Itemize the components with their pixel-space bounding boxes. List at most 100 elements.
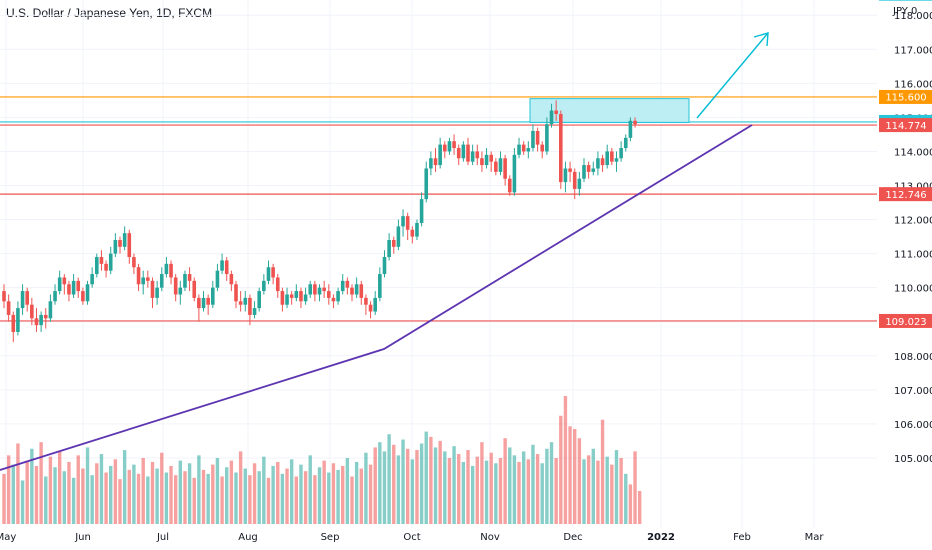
price-tick-label: 105.000: [894, 454, 932, 465]
price-tick-label: 118.000: [894, 11, 932, 22]
volume-bar: [197, 455, 201, 524]
volume-bar: [424, 431, 428, 524]
price-axis: JPY 0118.000117.000116.000115.000114.000…: [877, 0, 932, 550]
volume-bar: [25, 460, 29, 524]
candle-body: [67, 284, 71, 295]
time-tick-label: Mar: [805, 532, 825, 543]
time-tick-label: Oct: [403, 532, 420, 543]
candle-body: [452, 141, 456, 149]
volume-bar: [280, 473, 285, 524]
volume-bar: [568, 426, 572, 524]
candle-body: [81, 291, 85, 302]
volume-bar: [470, 465, 475, 524]
candle-body: [628, 120, 633, 138]
candle-body: [234, 284, 238, 302]
candle-body: [252, 308, 257, 315]
candle-body: [554, 110, 558, 114]
volume-bar: [81, 468, 85, 524]
candle-body: [62, 277, 67, 285]
candle-body: [211, 287, 215, 305]
volume-bar: [192, 477, 196, 524]
time-tick-label: Dec: [563, 532, 582, 543]
volume-bar: [141, 458, 145, 524]
candle-body: [531, 131, 535, 149]
volume-bar: [619, 458, 623, 524]
volume-bar: [549, 442, 554, 524]
candle-body: [25, 291, 29, 305]
volume-bar: [285, 468, 289, 524]
candle-body: [262, 280, 266, 292]
volume-bar: [419, 443, 424, 524]
price-tick-label: 113.000: [894, 182, 932, 193]
price-tick-label: 112.000: [894, 216, 932, 227]
candle-body: [373, 297, 377, 312]
volume-bar: [238, 451, 243, 524]
candle-body: [521, 144, 526, 152]
volume-bar: [475, 456, 479, 524]
volume-bar: [461, 461, 466, 524]
candle-body: [494, 161, 498, 172]
volume-bar: [559, 415, 563, 524]
price-tick-label: 114.000: [894, 147, 932, 158]
volume-bar: [113, 459, 118, 524]
candle-body: [271, 267, 275, 278]
volume-bar: [271, 465, 275, 524]
candle-body: [159, 274, 164, 288]
candle-body: [257, 291, 261, 309]
volume-bar: [512, 455, 517, 524]
volume-bar: [266, 477, 271, 524]
candle-body: [354, 284, 359, 295]
time-tick-label: Feb: [733, 532, 751, 543]
candle-body: [424, 168, 429, 200]
volume-bar: [34, 465, 39, 524]
time-tick-label: Aug: [238, 532, 258, 543]
volume-bar: [150, 461, 155, 524]
volume-bar: [633, 451, 637, 524]
volume-bar: [563, 395, 568, 524]
candle-body: [447, 141, 452, 152]
volume-bar: [582, 459, 586, 524]
candle-body: [623, 137, 628, 149]
time-tick-label: Sep: [321, 532, 340, 543]
candle-body: [336, 291, 340, 302]
horizontal-levels: [0, 96, 877, 322]
volume-bar: [382, 451, 387, 524]
candle-body: [572, 171, 577, 189]
projection-arrow: [696, 32, 769, 119]
candle-body: [577, 178, 582, 189]
volume-bar: [443, 451, 447, 524]
volume-bar: [354, 461, 359, 524]
volume-bar: [503, 438, 507, 524]
candle-body: [317, 287, 322, 295]
price-tick-label: 117.000: [894, 45, 932, 56]
candle-body: [90, 274, 94, 285]
price-level-badge: [879, 89, 932, 104]
candle-body: [364, 297, 368, 305]
volume-bar: [183, 471, 187, 524]
price-tick-label: 107.000: [894, 386, 932, 397]
volume-bar: [122, 450, 127, 524]
volume-bar: [586, 455, 591, 524]
volume-bar: [109, 465, 113, 524]
volume-bar: [39, 442, 43, 524]
volume-bar: [378, 442, 382, 524]
candle-body: [104, 263, 108, 271]
candle-body: [238, 301, 243, 305]
candle-body: [122, 233, 127, 247]
volume-bar: [327, 472, 331, 524]
candle-body: [169, 263, 173, 278]
candle-body: [396, 226, 401, 247]
volume-bar: [6, 455, 11, 524]
price-level-badge-text: 114.774: [885, 121, 926, 132]
volume-bar: [85, 447, 90, 524]
volume-bar: [429, 436, 433, 524]
candle-body: [466, 144, 470, 162]
candle-body: [16, 308, 20, 332]
volume-bar: [289, 459, 294, 524]
candle-body: [192, 280, 197, 298]
price-tick-label: 108.000: [894, 352, 932, 363]
candle-body: [345, 280, 350, 288]
time-axis: May Jun Jul Aug Sep Oct Nov Dec 2022 Feb Mar: [0, 528, 877, 550]
volume-bar: [187, 463, 192, 524]
